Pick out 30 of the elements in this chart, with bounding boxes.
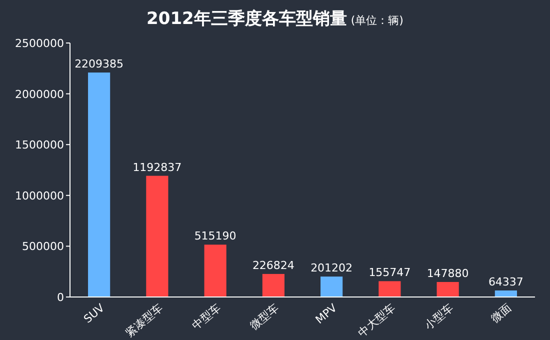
data-label: 201202 [310,262,353,275]
y-tick-label: 2500000 [15,37,64,50]
chart-title: 2012年三季度各车型销量 [146,9,347,29]
chart-subtitle: (单位：辆) [350,14,404,27]
x-tick-label: 小型车 [422,301,456,333]
bar [88,72,110,297]
bar [378,281,401,297]
y-tick-label: 500000 [22,240,64,254]
bar [436,282,459,297]
x-tick-label: 微型车 [248,301,282,333]
y-tick-label: 0 [57,291,64,304]
x-tick-label: 紧凑型车 [123,301,166,340]
bar [146,176,168,297]
bar [204,244,226,297]
data-label: 515190 [194,230,236,243]
bar [262,274,284,297]
y-tick-label: 1500000 [15,138,64,152]
data-label: 2209385 [74,58,124,71]
y-tick-label: 1000000 [15,189,64,202]
data-label: 1192837 [132,160,182,174]
bar [320,276,343,297]
x-tick-label: 中型车 [190,301,224,333]
data-label: 155747 [368,266,411,280]
data-label: 226824 [252,258,294,272]
x-tick-label: 中大型车 [356,301,398,340]
y-tick-label: 2000000 [15,88,64,101]
bar [494,290,517,297]
data-label: 64337 [488,275,524,288]
x-tick-label: 微面 [488,301,514,326]
data-label: 147880 [426,266,469,280]
